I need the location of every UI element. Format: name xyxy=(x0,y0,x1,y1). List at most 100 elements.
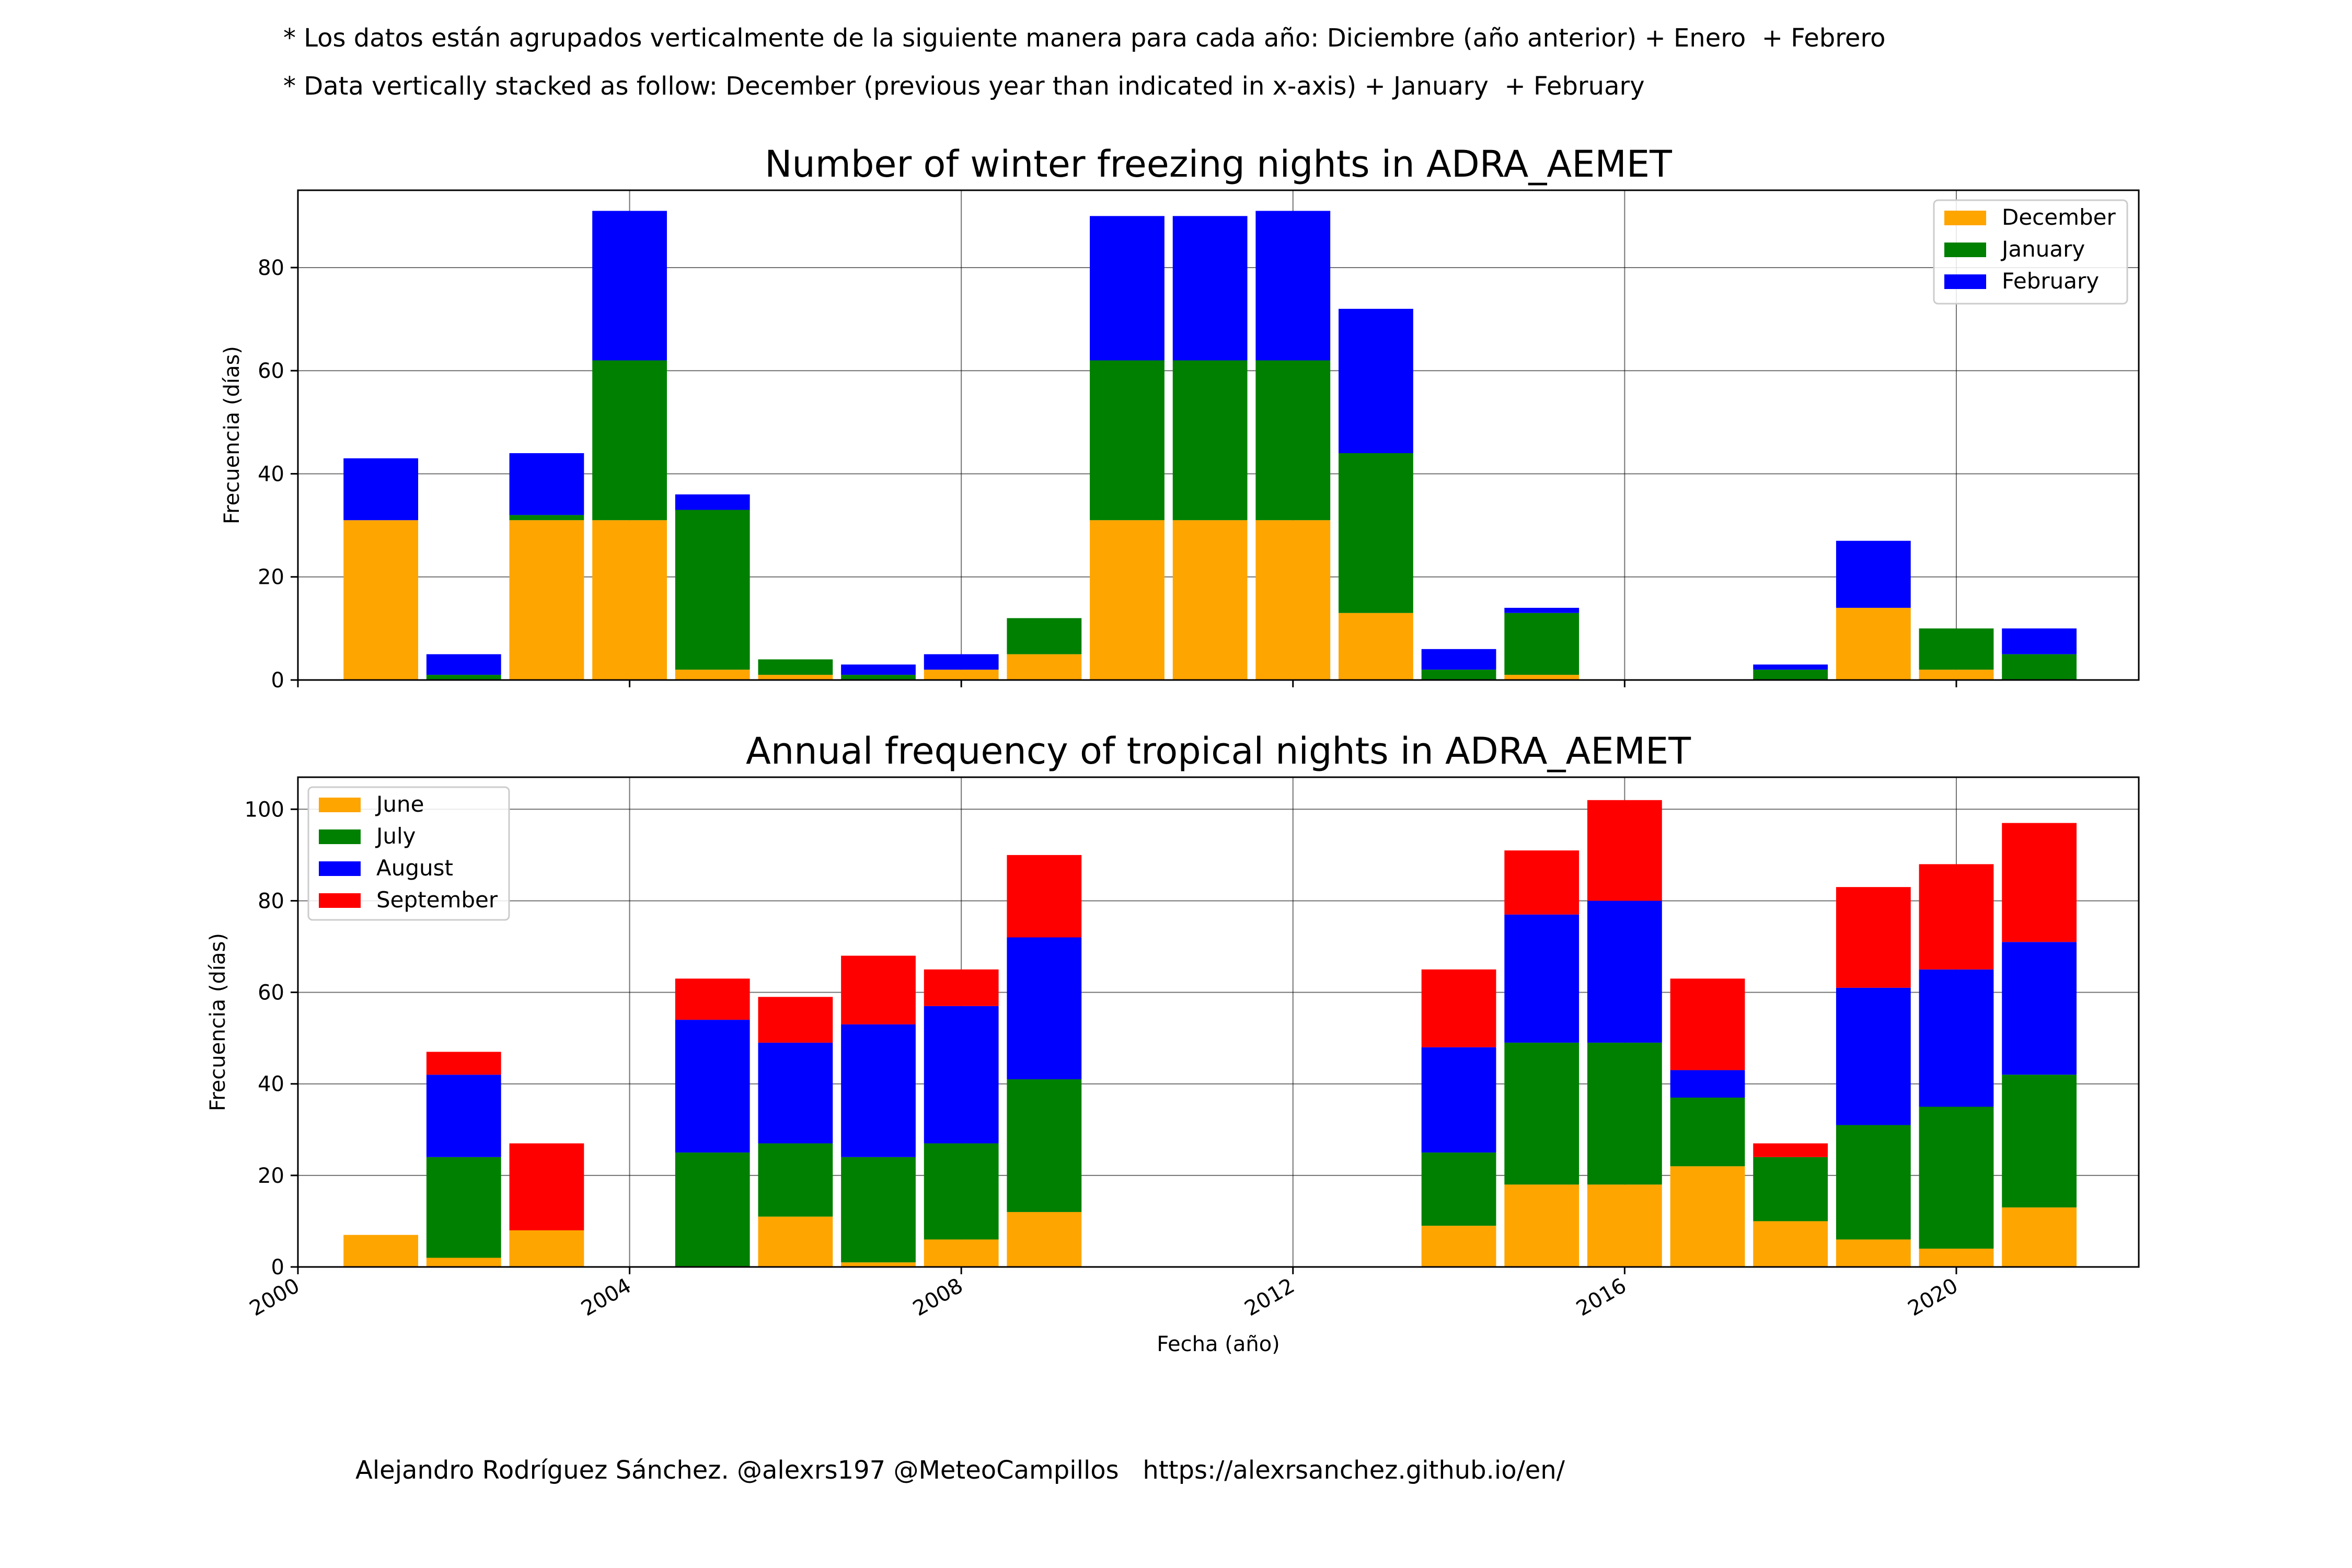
y-tick-label: 100 xyxy=(245,798,284,822)
bar-august-2006 xyxy=(758,1042,833,1144)
bar-january-2020 xyxy=(1919,628,1994,670)
bar-february-2007 xyxy=(841,664,916,675)
legend-swatch-september xyxy=(319,893,361,908)
bar-december-2011 xyxy=(1172,520,1248,680)
legend-swatch-january xyxy=(1944,243,1986,257)
bar-january-2007 xyxy=(841,675,916,680)
bar-august-2020 xyxy=(1919,969,1994,1107)
x-tick-label: 2020 xyxy=(1904,1274,1962,1321)
bar-february-2010 xyxy=(1090,216,1165,361)
bar-july-2019 xyxy=(1836,1125,1911,1240)
bar-december-2009 xyxy=(1007,654,1082,680)
bar-september-2018 xyxy=(1753,1143,1828,1157)
bar-february-2008 xyxy=(924,654,999,670)
bar-september-2015 xyxy=(1504,850,1579,915)
bar-august-2005 xyxy=(675,1020,750,1153)
bar-december-2013 xyxy=(1339,613,1413,680)
bar-december-2003 xyxy=(509,520,584,680)
bar-june-2014 xyxy=(1421,1226,1496,1267)
bar-july-2021 xyxy=(2002,1075,2077,1208)
y-tick-label: 80 xyxy=(258,889,284,913)
note-spanish: * Los datos están agrupados verticalment… xyxy=(283,24,1886,53)
bar-july-2020 xyxy=(1919,1106,1994,1249)
bar-july-2017 xyxy=(1670,1097,1745,1167)
bar-january-2013 xyxy=(1339,453,1413,613)
bar-june-2020 xyxy=(1919,1248,1994,1267)
tropical-nights-chart: 0 20 40 60 80 100 2000 2004 2008 2012 2016 2020 Annu… xyxy=(206,730,2140,1356)
bar-september-2006 xyxy=(758,997,833,1043)
bar-august-2021 xyxy=(2002,942,2077,1075)
y-tick-label: 0 xyxy=(271,1255,284,1279)
bar-september-2014 xyxy=(1421,969,1496,1047)
note-english: * Data vertically stacked as follow: Dec… xyxy=(283,72,1645,101)
bar-july-2016 xyxy=(1587,1042,1662,1185)
legend-swatch-february xyxy=(1944,274,1986,289)
bar-september-2008 xyxy=(924,969,999,1006)
bar-february-2001 xyxy=(343,458,419,521)
legend-label-december: December xyxy=(2002,204,2116,230)
bar-july-2002 xyxy=(426,1157,501,1258)
bar-september-2007 xyxy=(841,955,916,1024)
bar-september-2020 xyxy=(1919,864,1994,970)
bar-september-2009 xyxy=(1007,855,1082,938)
legend-label-february: February xyxy=(2002,268,2099,294)
legend-label-july: July xyxy=(375,823,416,849)
bar-december-2012 xyxy=(1255,520,1331,680)
bar-september-2019 xyxy=(1836,887,1911,988)
bar-january-2021 xyxy=(2002,654,2077,680)
bar-january-2011 xyxy=(1172,360,1248,521)
bar-august-2015 xyxy=(1504,914,1579,1043)
bar-february-2011 xyxy=(1172,216,1248,361)
chart-title: Number of winter freezing nights in ADRA… xyxy=(765,143,1672,186)
legend-box xyxy=(307,786,510,921)
bar-february-2012 xyxy=(1255,211,1331,361)
bar-january-2015 xyxy=(1504,613,1579,675)
y-tick-label: 60 xyxy=(258,981,284,1005)
legend-label-june: June xyxy=(375,791,424,817)
bar-december-2005 xyxy=(675,670,750,680)
bar-august-2016 xyxy=(1587,901,1662,1043)
bar-june-2017 xyxy=(1670,1166,1745,1267)
bar-june-2021 xyxy=(2002,1207,2077,1267)
axes-frame xyxy=(297,776,2140,1268)
bar-february-2019 xyxy=(1836,540,1911,608)
bar-february-2003 xyxy=(509,453,584,515)
bar-january-2014 xyxy=(1421,670,1496,680)
y-tick-label: 40 xyxy=(258,462,284,486)
bar-january-2010 xyxy=(1090,360,1165,521)
bar-february-2021 xyxy=(2002,628,2077,654)
bar-june-2001 xyxy=(343,1235,419,1267)
bar-december-2006 xyxy=(758,675,833,680)
legend-swatch-august xyxy=(319,861,361,876)
bar-june-2003 xyxy=(509,1230,584,1267)
bar-september-2005 xyxy=(675,978,750,1020)
legend-swatch-july xyxy=(319,829,361,844)
legend-label-september: September xyxy=(376,887,498,913)
bar-september-2003 xyxy=(509,1143,584,1230)
bar-june-2006 xyxy=(758,1216,833,1267)
bar-december-2019 xyxy=(1836,607,1911,680)
bar-december-2010 xyxy=(1090,520,1165,680)
y-tick-label: 60 xyxy=(258,359,284,383)
bar-december-2004 xyxy=(592,520,667,680)
y-axis-label: Frecuencia (días) xyxy=(206,933,230,1111)
bar-december-2001 xyxy=(343,520,419,680)
winter-freezing-chart: 0 20 40 60 80 Number of winter freezing night… xyxy=(220,143,2140,693)
x-tick-label: 2004 xyxy=(577,1274,635,1321)
x-tick-label: 2012 xyxy=(1241,1274,1299,1321)
bar-january-2003 xyxy=(509,515,584,521)
bar-january-2005 xyxy=(675,510,750,670)
bar-september-2002 xyxy=(426,1052,501,1075)
bar-june-2007 xyxy=(841,1262,916,1267)
bar-july-2014 xyxy=(1421,1152,1496,1226)
bar-june-2016 xyxy=(1587,1184,1662,1267)
bar-february-2013 xyxy=(1339,308,1413,454)
bar-august-2007 xyxy=(841,1024,916,1157)
bar-september-2017 xyxy=(1670,978,1745,1070)
x-axis-label: Fecha (año) xyxy=(1157,1332,1280,1356)
bar-january-2006 xyxy=(758,659,833,675)
legend-swatch-december xyxy=(1944,211,1986,225)
bar-september-2021 xyxy=(2002,823,2077,942)
bar-july-2018 xyxy=(1753,1157,1828,1221)
